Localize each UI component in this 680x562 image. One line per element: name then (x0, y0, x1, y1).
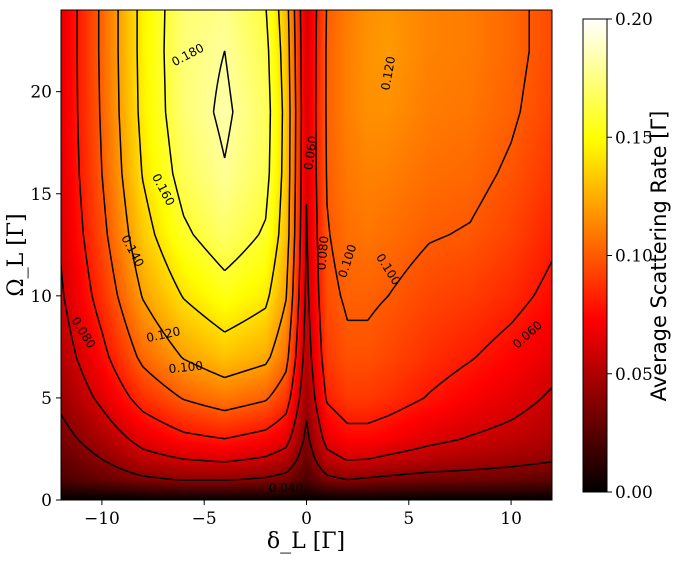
contour-line-0.14 (136, 10, 284, 333)
x-tick-label: −5 (192, 509, 217, 529)
y-axis-label: Ω_L [Γ] (4, 213, 29, 296)
colorbar-gradient (583, 19, 607, 492)
contour-label: 0.100 (168, 359, 204, 377)
contour-line-0.1 (97, 10, 531, 412)
contour-line-0.06 (61, 203, 552, 463)
x-tick-label: 5 (403, 509, 414, 529)
y-axis-ticks: 0 5 10 15 20 (30, 83, 61, 511)
contour-line-0.12 (117, 10, 291, 379)
y-tick-label: 5 (41, 389, 52, 409)
colorbar: 0.00 0.05 0.10 0.15 0.20 Average Scattering … (582, 10, 671, 503)
y-tick-label: 15 (30, 185, 52, 205)
contour-label: 0.040 (269, 481, 303, 495)
colorbar-ticks: 0.00 0.05 0.10 0.15 0.20 (607, 10, 653, 503)
colorbar-tick-label: 0.05 (615, 365, 653, 385)
x-tick-label: 0 (301, 509, 312, 529)
y-tick-label: 0 (41, 491, 52, 511)
contour-label: 0.080 (314, 235, 331, 270)
contour-lines (61, 10, 552, 481)
contour-line-0.08 (76, 10, 552, 440)
contour-line-0.18 (212, 50, 234, 159)
colorbar-label: Average Scattering Rate [Γ] (647, 111, 671, 402)
x-axis-ticks: −10 −5 0 5 10 (84, 500, 522, 529)
contour-line-0.04 (61, 413, 552, 481)
colorbar-tick-label: 0.10 (615, 247, 653, 267)
colorbar-tick-label: 0.15 (615, 128, 653, 148)
colorbar-tick-label: 0.00 (615, 483, 653, 503)
x-tick-label: −10 (84, 509, 120, 529)
x-tick-label: 10 (500, 509, 522, 529)
y-tick-label: 20 (30, 83, 52, 103)
x-axis-label: δ_L [Γ] (267, 529, 345, 554)
contour-line-0.16 (163, 10, 272, 272)
contour-label: 0.060 (301, 135, 320, 171)
contour-label: 0.120 (145, 324, 182, 345)
y-tick-label: 10 (30, 287, 52, 307)
colorbar-tick-label: 0.20 (615, 10, 653, 30)
contour-label: 0.120 (378, 55, 398, 91)
